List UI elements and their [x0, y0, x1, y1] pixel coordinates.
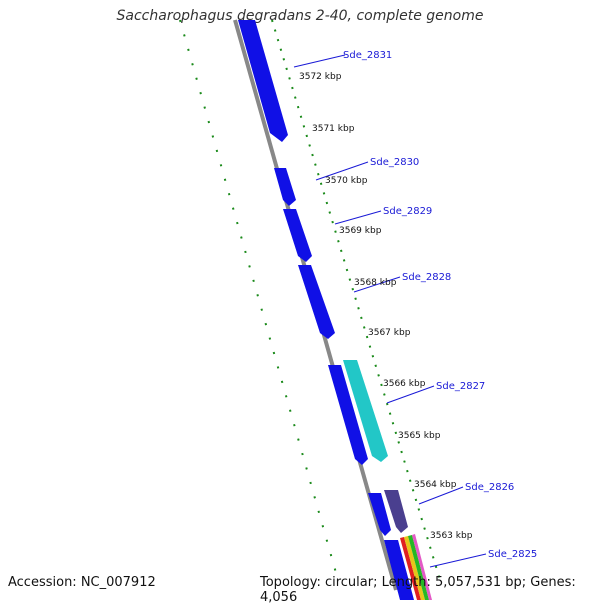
gene-sde2825[interactable]: [384, 540, 414, 600]
ruler-label: 3566 kbp: [383, 379, 426, 389]
ruler-label: 3567 kbp: [368, 328, 411, 338]
gene-label-sde2830[interactable]: Sde_2830: [370, 157, 419, 168]
label-leaders: [293, 54, 487, 568]
ruler-label: 3565 kbp: [398, 431, 441, 441]
gene-stripe-pink: [412, 534, 432, 600]
gene-sde2826-left[interactable]: [368, 493, 391, 536]
gene-sde2831[interactable]: [238, 20, 288, 142]
gene-stripe-red: [400, 537, 421, 600]
ruler-label: 3570 kbp: [325, 176, 368, 186]
ruler-label: 3564 kbp: [414, 480, 457, 490]
gene-labels: Sde_2831 Sde_2830 Sde_2829 Sde_2828 Sde_…: [343, 50, 537, 560]
ruler-labels: 3572 kbp 3571 kbp 3570 kbp 3569 kbp 3568…: [299, 72, 473, 541]
gene-label-sde2825[interactable]: Sde_2825: [488, 549, 537, 560]
gene-stripe-green: [408, 535, 429, 600]
gene-sde2828[interactable]: [298, 265, 335, 339]
gene-label-sde2826[interactable]: Sde_2826: [465, 482, 514, 493]
gene-label-sde2829[interactable]: Sde_2829: [383, 206, 432, 217]
ruler-label: 3571 kbp: [312, 124, 355, 134]
accession-text: Accession: NC_007912: [8, 575, 156, 590]
map-title: Saccharophagus degradans 2-40, complete …: [116, 8, 484, 24]
gene-label-sde2831[interactable]: Sde_2831: [343, 50, 392, 61]
genome-summary-text: Topology: circular; Length: 5,057,531 bp…: [260, 575, 576, 605]
ruler-label: 3572 kbp: [299, 72, 342, 82]
gene-sde2826[interactable]: [384, 490, 408, 533]
gene-features: [238, 20, 432, 600]
ruler-label: 3563 kbp: [430, 531, 473, 541]
gene-stripe-yellow: [404, 536, 425, 600]
gene-sde2827[interactable]: [343, 360, 388, 462]
ruler-label: 3568 kbp: [354, 278, 397, 288]
inner-dotted-track: [271, 19, 441, 581]
gene-label-sde2827[interactable]: Sde_2827: [436, 381, 485, 392]
gene-sde2829[interactable]: [283, 209, 312, 262]
gene-label-sde2828[interactable]: Sde_2828: [402, 272, 451, 283]
ruler-label: 3569 kbp: [339, 226, 382, 236]
gene-sde2830[interactable]: [274, 168, 296, 206]
gene-sde2827-left[interactable]: [328, 365, 368, 465]
